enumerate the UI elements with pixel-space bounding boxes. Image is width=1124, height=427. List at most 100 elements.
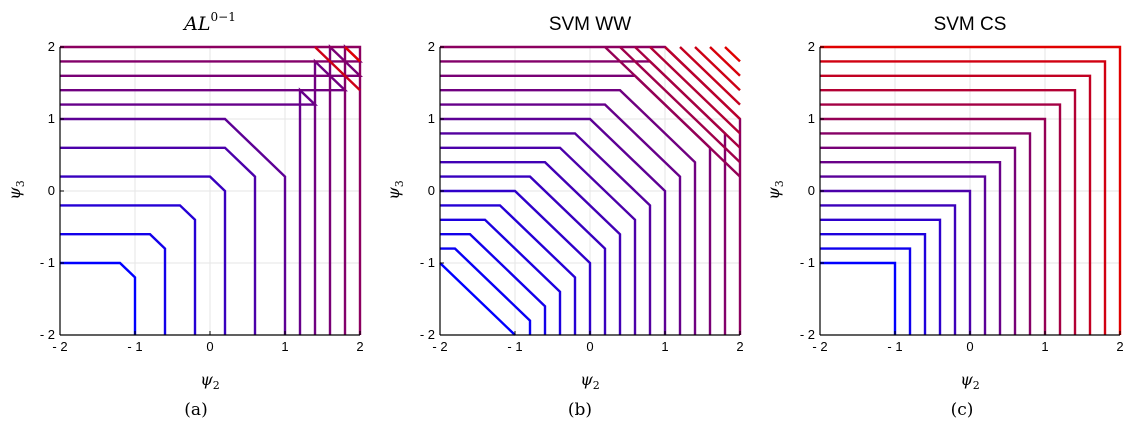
panel-a-ytick-label: 0 — [48, 183, 55, 198]
panel-c-ytick-label: 2 — [808, 39, 815, 54]
panel-b-contour-line — [694, 46, 741, 92]
panel-b-ytick-label: 1 — [428, 111, 435, 126]
panel-a-contour-line — [60, 45, 362, 335]
panel-a-contour-line — [60, 204, 197, 335]
panel-a-contour-line — [60, 175, 227, 335]
panel-b-contour-line — [439, 262, 516, 336]
panel-b-contours — [439, 45, 742, 336]
panel-b-xtick-label: - 2 — [432, 339, 447, 354]
panel-a: AL0−1 - 2 - 1 0 1 2 - 2 - 1 0 1 2 ψ2 ψ3 (a) — [5, 10, 364, 420]
panel-c-ytick-label: 0 — [808, 183, 815, 198]
panel-a-contours — [60, 44, 363, 335]
panel-c-yticks: - 2 - 1 0 1 2 — [800, 39, 824, 342]
panel-c-contour-line — [820, 74, 1092, 335]
panel-b-contour-line — [440, 161, 622, 335]
panel-b-yticks: - 2 - 1 0 1 2 — [420, 39, 444, 342]
panel-a-contour-line — [60, 233, 167, 335]
panel-b-contour-line — [440, 117, 667, 335]
panel-b-xtick-label: 0 — [586, 339, 593, 354]
panel-a-xticks: - 2 - 1 0 1 2 — [52, 331, 364, 354]
panel-b-ylabel: ψ3 — [384, 180, 406, 200]
panel-b-contour-line — [440, 132, 652, 335]
panel-c-title: SVM CS — [934, 14, 1007, 35]
panel-c-contour-line — [820, 204, 957, 335]
panel-a-caption: (a) — [184, 400, 207, 420]
panel-b-ytick-label: - 1 — [420, 255, 435, 270]
panel-b-xlabel: ψ2 — [580, 370, 600, 392]
panel-c-xtick-label: 1 — [1041, 339, 1048, 354]
panel-a-ylabel: ψ3 — [5, 180, 27, 200]
panel-c-xlabel: ψ2 — [960, 370, 980, 392]
panel-b-contour-line — [634, 46, 741, 149]
panel-a-xtick-label: - 2 — [52, 339, 67, 354]
panel-b-caption: (b) — [568, 400, 592, 420]
panel-a-yticks: - 2 - 1 0 1 2 — [40, 39, 64, 342]
panel-a-contour-line — [60, 87, 318, 335]
panel-c: SVM CS - 2 - 1 0 1 2 - 2 - 1 0 1 2 ψ2 ψ3 (c) — [764, 14, 1124, 420]
panel-b-contour-line — [679, 46, 741, 106]
panel-b-contour-line — [440, 189, 592, 335]
panel-c-contour-line — [820, 146, 1017, 335]
panel-c-contour-line — [820, 103, 1062, 335]
panel-b-contour-line — [440, 103, 682, 335]
panel-a-contour-line — [314, 46, 361, 92]
panel-b-ytick-label: 2 — [428, 39, 435, 54]
panel-a-contour-line — [60, 117, 287, 335]
panel-b-ytick-label: - 2 — [420, 327, 435, 342]
panel-c-xtick-label: - 2 — [812, 339, 827, 354]
panel-b-contour-line — [440, 146, 637, 335]
panel-b-contour-line — [440, 218, 562, 335]
panel-b-xtick-label: - 1 — [507, 339, 522, 354]
panel-a-ytick-label: 2 — [48, 39, 55, 54]
panel-a-contour-line — [60, 261, 137, 335]
panel-c-ylabel: ψ3 — [764, 180, 786, 200]
panel-a-ytick-label: - 2 — [40, 327, 55, 342]
panel-c-contour-line — [820, 89, 1077, 335]
panel-c-ytick-label: 1 — [808, 111, 815, 126]
panel-c-contours — [820, 45, 1122, 335]
panel-a-xtick-label: 1 — [281, 339, 288, 354]
panel-b-contour-line — [724, 46, 741, 63]
panel-a-contour-line — [60, 146, 257, 335]
panel-c-ytick-label: - 1 — [800, 255, 815, 270]
panel-a-contour-line — [60, 58, 348, 335]
panel-c-contour-line — [820, 261, 897, 335]
panel-c-ytick-label: - 2 — [800, 327, 815, 342]
panel-b-contour-line — [664, 46, 741, 120]
panel-b: SVM WW - 2 - 1 0 1 2 - 2 - 1 0 1 2 ψ2 ψ3 (b) — [384, 14, 744, 420]
panel-b-contour-line — [709, 46, 741, 77]
panel-b-xtick-label: 2 — [736, 339, 743, 354]
panel-a-ytick-label: - 1 — [40, 255, 55, 270]
panel-b-contour-line — [440, 204, 577, 335]
panel-b-title: SVM WW — [549, 14, 631, 35]
panel-c-xtick-label: - 1 — [887, 339, 902, 354]
panel-c-contour-line — [820, 175, 987, 335]
panel-b-contour-line — [649, 46, 741, 135]
panel-c-contour-line — [820, 247, 912, 335]
panel-c-contour-line — [820, 233, 927, 335]
panel-c-contour-line — [820, 161, 1002, 335]
panel-b-contour-line — [440, 175, 607, 335]
panel-c-contour-line — [820, 60, 1107, 335]
panel-c-caption: (c) — [951, 400, 974, 420]
panel-a-xlabel: ψ2 — [200, 370, 220, 392]
panel-a-title: AL0−1 — [182, 10, 236, 35]
panel-c-contour-line — [820, 218, 942, 335]
panel-a-xtick-label: 2 — [356, 339, 363, 354]
panel-b-xticks: - 2 - 1 0 1 2 — [432, 331, 744, 354]
panel-c-xtick-label: 2 — [1116, 339, 1123, 354]
panel-a-ytick-label: 1 — [48, 111, 55, 126]
panel-b-ytick-label: 0 — [428, 183, 435, 198]
panel-a-xtick-label: 0 — [206, 339, 213, 354]
panel-a-xtick-label: - 1 — [127, 339, 142, 354]
panel-b-contour-line — [440, 89, 697, 335]
panel-b-contour-line — [619, 46, 741, 164]
panel-a-contour-line — [344, 46, 361, 63]
panel-c-xtick-label: 0 — [966, 339, 973, 354]
panel-b-contour-line — [440, 247, 532, 335]
panel-b-xtick-label: 1 — [661, 339, 668, 354]
panel-c-contour-line — [820, 45, 1122, 335]
panel-c-xticks: - 2 - 1 0 1 2 — [812, 331, 1124, 354]
panel-c-contour-line — [820, 189, 972, 335]
